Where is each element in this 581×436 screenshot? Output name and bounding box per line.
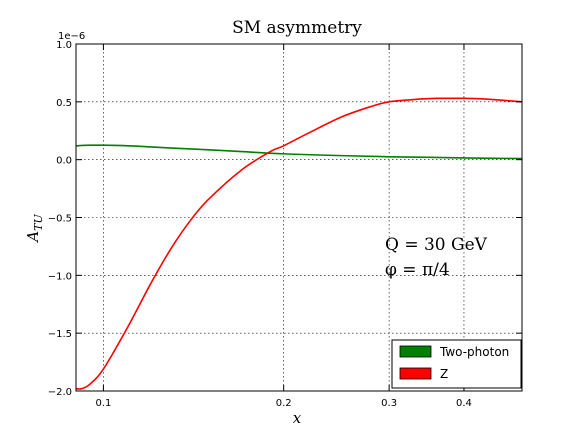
- legend: Two-photon Z: [391, 339, 522, 389]
- x-tick-label: 0.3: [381, 398, 397, 409]
- x-tick-label: 0.1: [95, 398, 111, 409]
- y-tick-label: 0.0: [56, 156, 72, 167]
- series-line-two-photon: [75, 144, 523, 160]
- x-tick-label: 0.4: [456, 398, 472, 409]
- plot-area-frame: [75, 43, 523, 392]
- y-axis-label-sub: TU: [32, 214, 45, 231]
- y-tick-label: −1.5: [48, 329, 72, 340]
- y-tick-label: 0.5: [56, 98, 72, 109]
- series-line-z: [75, 97, 523, 390]
- chart-title: SM asymmetry: [232, 18, 362, 38]
- x-tick-label: 0.2: [276, 398, 292, 409]
- annotation-phi: φ = π/4: [385, 260, 450, 280]
- y-tick-label: 1.0: [56, 40, 72, 51]
- y-tick-label: −2.0: [48, 387, 72, 398]
- legend-label-two-photon: Two-photon: [439, 345, 509, 359]
- annotation-q: Q = 30 GeV: [385, 235, 488, 255]
- y-axis-scale-label: 1e−6: [58, 31, 85, 42]
- annotations: Q = 30 GeV φ = π/4: [385, 235, 488, 280]
- y-tick-label: −1.0: [48, 271, 72, 282]
- legend-label-z: Z: [440, 367, 448, 381]
- y-axis-label: ATU: [24, 214, 45, 244]
- grid-lines: [76, 44, 522, 391]
- legend-swatch-z: [399, 367, 432, 380]
- x-axis-label: x: [293, 409, 302, 427]
- legend-swatch-two-photon: [399, 345, 432, 358]
- y-tick-label: −0.5: [48, 214, 72, 225]
- series-lines: [75, 97, 523, 390]
- y-axis-label-main: A: [24, 231, 42, 244]
